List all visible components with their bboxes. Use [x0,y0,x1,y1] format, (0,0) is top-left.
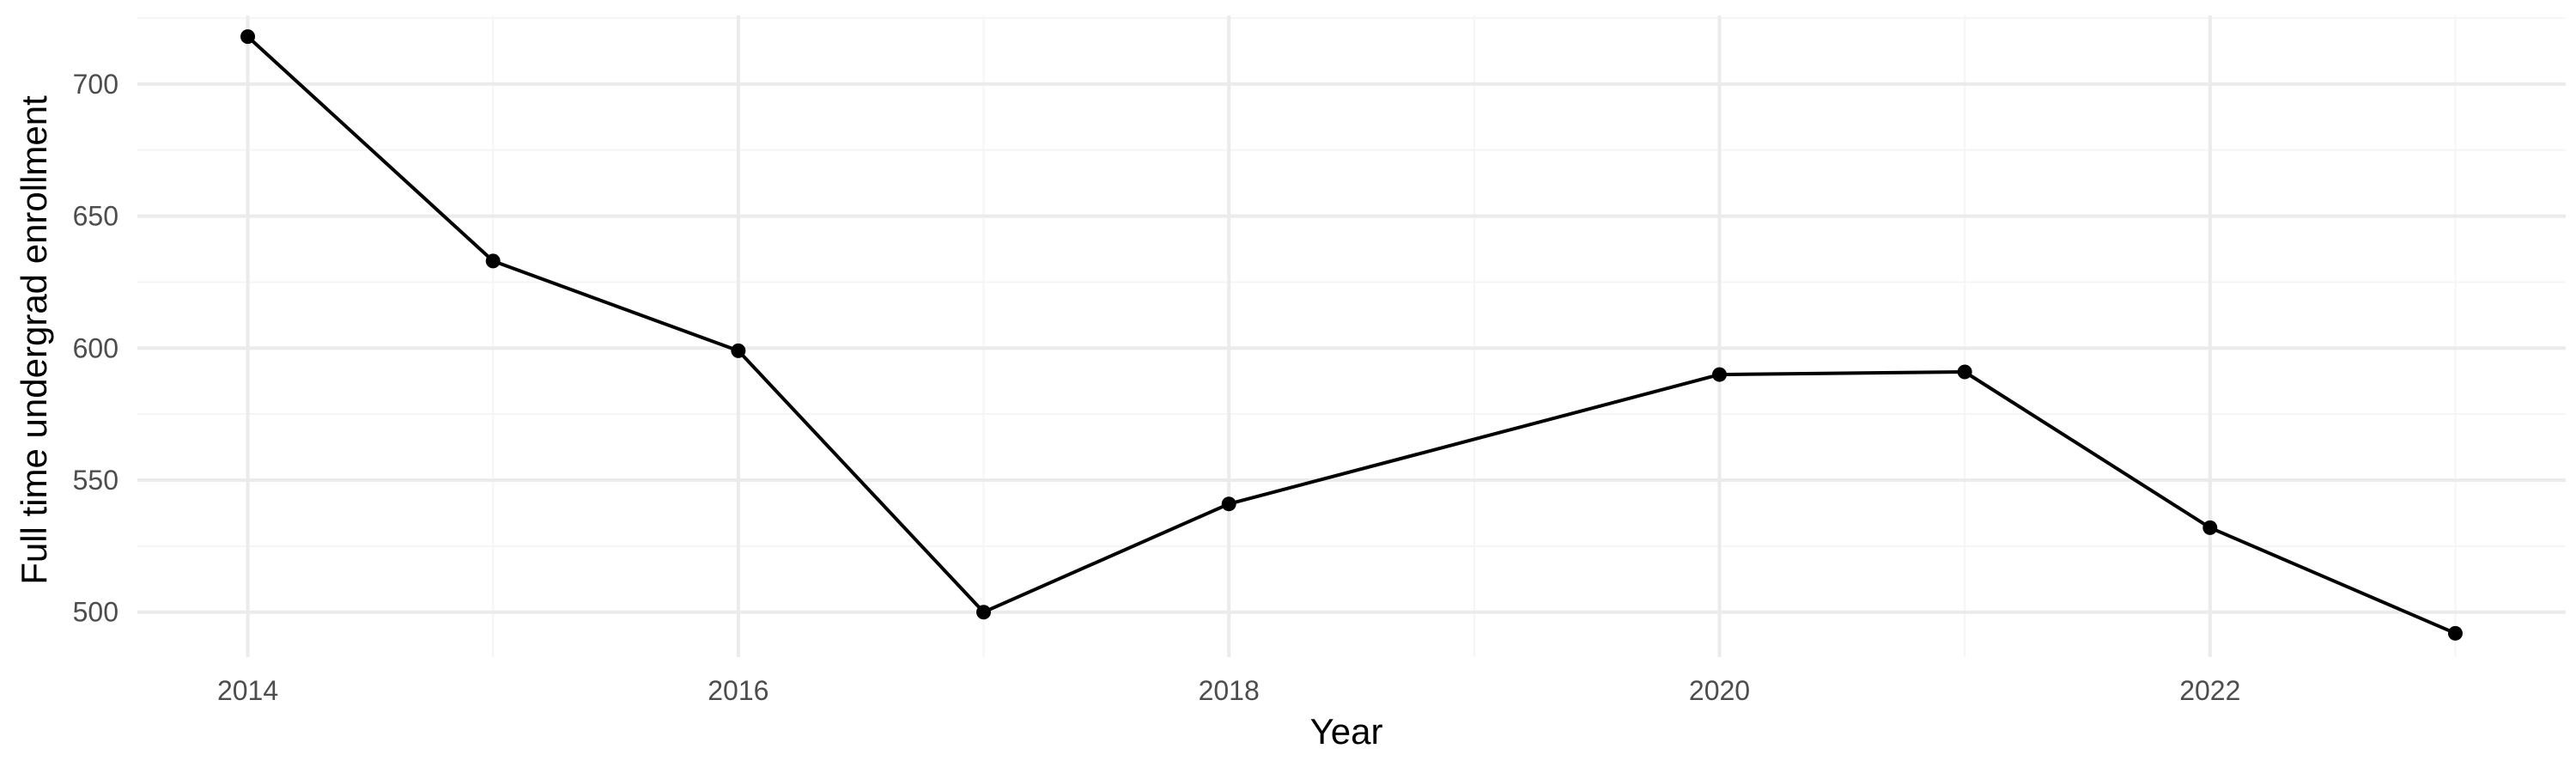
data-point [1957,364,1972,380]
y-tick-label: 650 [73,201,118,232]
x-tick-label: 2022 [2179,675,2240,706]
data-point [2202,520,2218,535]
minor-gridlines [137,15,2566,657]
x-tick-label: 2018 [1199,675,1260,706]
y-axis-title: Full time undergrad enrollment [14,95,54,585]
x-tick-label: 2016 [708,675,769,706]
data-point [485,253,501,269]
x-tick-label: 2014 [217,675,278,706]
series-points-group [240,29,2463,641]
y-tick-label: 600 [73,332,118,363]
x-axis-tick-labels: 2014 2016 2018 2020 2022 [217,675,2240,706]
x-tick-label: 2020 [1689,675,1750,706]
data-point [240,29,256,45]
x-axis-title: Year [1310,711,1383,752]
data-point [731,343,746,358]
y-tick-label: 550 [73,465,118,496]
y-tick-label: 500 [73,597,118,628]
major-gridlines [137,15,2566,657]
data-point [1711,367,1727,382]
data-point [976,605,992,620]
y-tick-label: 700 [73,69,118,100]
data-point [2447,625,2463,641]
y-axis-tick-labels: 500 550 600 650 700 [73,69,118,628]
data-point [1221,496,1236,512]
